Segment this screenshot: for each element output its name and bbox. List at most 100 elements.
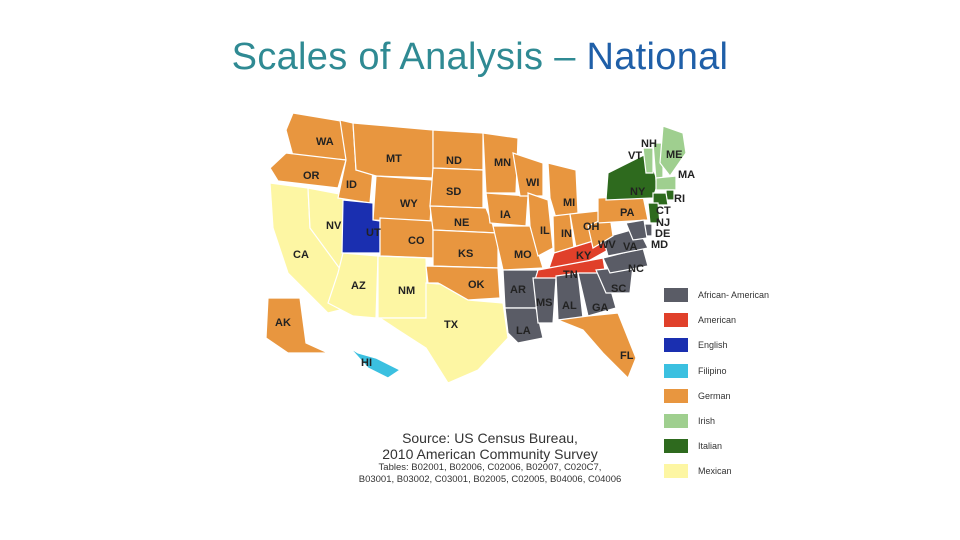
legend-label: Italian xyxy=(698,441,723,452)
state-label-ct: CT xyxy=(656,205,671,217)
state-label-ky: KY xyxy=(576,250,592,262)
state-la xyxy=(504,307,544,344)
state-label-vt: VT xyxy=(628,150,643,162)
state-label-ut: UT xyxy=(366,227,381,239)
state-label-wy: WY xyxy=(400,198,418,210)
state-label-wv: WV xyxy=(598,239,616,251)
state-label-de: DE xyxy=(655,228,671,240)
legend-label: English xyxy=(698,340,728,351)
legend-item: German xyxy=(664,386,804,411)
state-ct xyxy=(652,192,669,206)
state-label-sd: SD xyxy=(446,186,462,198)
legend-item: African- American xyxy=(664,285,804,310)
map-canvas xyxy=(265,112,687,384)
legend-swatch xyxy=(664,338,688,353)
state-label-va: VA xyxy=(623,241,638,253)
state-label-la: LA xyxy=(516,325,531,337)
state-wi xyxy=(512,152,544,197)
state-nj xyxy=(647,202,661,224)
legend-label: American xyxy=(698,315,737,326)
us-ancestry-map: WA OR CA NV ID MT WY UT AZ CO NM ND SD NE KS OK TX MN IA MO… xyxy=(258,108,698,408)
state-label-wi: WI xyxy=(526,177,540,189)
state-label-co: CO xyxy=(408,235,425,247)
state-label-al: AL xyxy=(562,300,577,312)
state-md xyxy=(625,219,648,241)
state-label-ne: NE xyxy=(454,217,470,229)
state-label-mi: MI xyxy=(563,197,576,209)
state-label-ks: KS xyxy=(458,248,474,260)
legend-item: American xyxy=(664,310,804,335)
state-ak xyxy=(265,297,329,354)
legend-item: English xyxy=(664,335,804,360)
state-il xyxy=(527,192,554,257)
state-label-sc: SC xyxy=(611,283,627,295)
title-main: Scales of Analysis – xyxy=(231,36,587,78)
legend-label: Irish xyxy=(698,415,716,426)
state-label-pa: PA xyxy=(620,207,635,219)
state-label-id: ID xyxy=(346,179,357,191)
state-label-wa: WA xyxy=(316,136,334,148)
legend-swatch xyxy=(664,313,688,328)
state-label-fl: FL xyxy=(620,350,634,362)
state-label-az: AZ xyxy=(351,280,366,292)
state-label-ny: NY xyxy=(630,186,646,198)
source-note: Source: US Census Bureau, 2010 American … xyxy=(340,430,640,486)
state-vt xyxy=(642,147,654,174)
legend-label: German xyxy=(698,390,731,401)
state-label-ri: RI xyxy=(674,193,685,205)
source-line-2: 2010 American Community Survey xyxy=(382,446,598,462)
source-line-4: B03001, B03002, C03001, B02005, C02005, … xyxy=(358,474,622,485)
state-label-in: IN xyxy=(561,228,572,240)
state-label-nc: NC xyxy=(628,263,644,275)
state-or xyxy=(269,152,347,189)
state-label-oh: OH xyxy=(583,221,600,233)
state-co xyxy=(379,217,434,259)
state-label-ak: AK xyxy=(275,317,291,329)
state-ma xyxy=(655,175,677,191)
state-fl xyxy=(555,312,637,380)
state-label-ms: MS xyxy=(536,297,553,309)
state-ms xyxy=(532,277,557,324)
source-line-1: Source: US Census Bureau, xyxy=(402,430,578,446)
state-me xyxy=(659,125,687,178)
state-label-mn: MN xyxy=(494,157,512,169)
legend-swatch xyxy=(664,439,688,454)
legend-item: Italian xyxy=(664,436,804,461)
state-label-mo: MO xyxy=(514,249,532,261)
slide-title: Scales of Analysis – National xyxy=(0,36,960,79)
legend-swatch xyxy=(664,464,688,479)
state-tx xyxy=(378,282,509,384)
state-label-nj: NJ xyxy=(656,217,671,229)
source-line-3: Tables: B02001, B02006, C02006, B02007, … xyxy=(378,462,602,473)
state-label-or: OR xyxy=(303,170,320,182)
map-legend: African- American American English Filipino… xyxy=(664,285,804,487)
state-hi xyxy=(349,347,402,379)
state-label-nh: NH xyxy=(641,138,657,150)
legend-swatch xyxy=(664,363,688,378)
state-label-nm: NM xyxy=(398,285,416,297)
state-label-ia: IA xyxy=(500,209,511,221)
legend-swatch xyxy=(664,413,688,428)
state-label-mt: MT xyxy=(386,153,402,165)
state-label-ar: AR xyxy=(510,284,526,296)
state-mo xyxy=(492,225,544,271)
state-label-ga: GA xyxy=(592,302,609,314)
state-label-tn: TN xyxy=(563,269,578,281)
state-label-hi: HI xyxy=(361,357,372,369)
state-label-nd: ND xyxy=(446,155,462,167)
state-mi xyxy=(547,162,579,219)
state-label-ca: CA xyxy=(293,249,309,261)
legend-swatch xyxy=(664,388,688,403)
state-label-md: MD xyxy=(651,239,669,251)
state-mt xyxy=(352,122,434,179)
state-label-ok: OK xyxy=(468,279,485,291)
state-label-ma: MA xyxy=(678,169,696,181)
state-label-me: ME xyxy=(666,149,683,161)
state-label-tx: TX xyxy=(444,319,459,331)
legend-label: Mexican xyxy=(698,466,732,477)
legend-label: Filipino xyxy=(698,365,727,376)
legend-item: Irish xyxy=(664,411,804,436)
state-mn xyxy=(482,132,519,194)
legend-item: Filipino xyxy=(664,361,804,386)
legend-swatch xyxy=(664,288,688,302)
